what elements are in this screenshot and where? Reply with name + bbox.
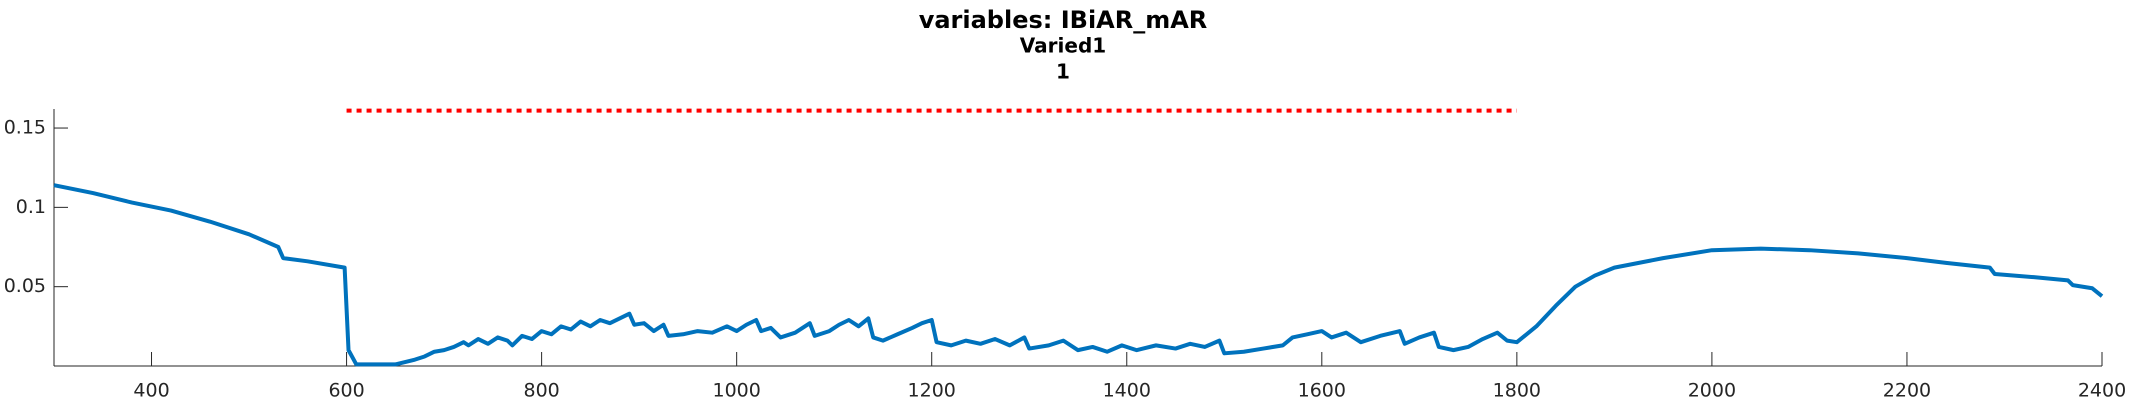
x-tick-label: 1200 — [908, 380, 956, 400]
chart-subtitle: Varied1 — [1020, 34, 1106, 58]
data-line — [53, 183, 2104, 367]
chart-subtitle: 1 — [1056, 60, 1070, 84]
y-tick-label: 0.05 — [4, 275, 46, 297]
x-tick-label: 1600 — [1298, 380, 1346, 400]
x-tick-label: 600 — [328, 380, 364, 400]
chart-title: variables: IBiAR_mAR — [919, 6, 1208, 34]
y-tick-label: 0.1 — [16, 196, 46, 218]
y-tick-label: 0.15 — [4, 117, 46, 139]
x-tick-label: 800 — [523, 380, 559, 400]
x-tick-label: 400 — [133, 380, 169, 400]
x-tick-label: 1000 — [712, 380, 760, 400]
x-tick-label: 2000 — [1688, 380, 1736, 400]
x-tick-label: 1400 — [1103, 380, 1151, 400]
x-tick-label: 2200 — [1883, 380, 1931, 400]
x-tick-label: 1800 — [1493, 380, 1541, 400]
x-tick-label: 2400 — [2078, 380, 2126, 400]
